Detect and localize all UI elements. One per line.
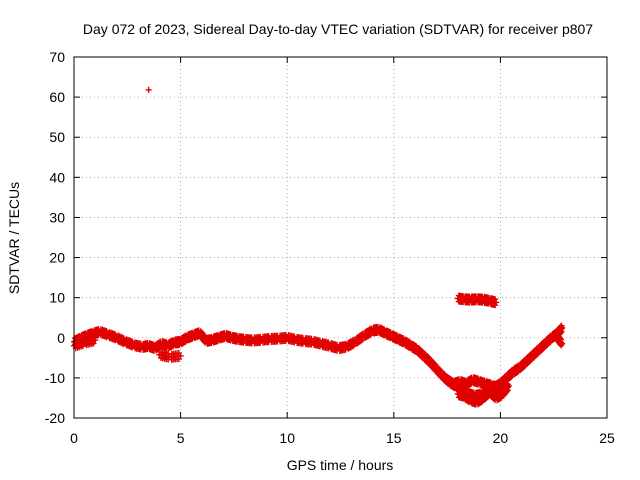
data-point xyxy=(501,382,508,389)
x-tick-label: 5 xyxy=(177,430,185,446)
y-axis-label: SDTVAR / TECUs xyxy=(6,182,22,294)
data-point xyxy=(177,352,184,359)
x-tick-label: 0 xyxy=(70,430,78,446)
data-point xyxy=(492,302,499,309)
data-point xyxy=(129,338,136,345)
series-elevated-segment xyxy=(454,292,500,309)
data-point xyxy=(79,343,86,350)
x-tick-label: 25 xyxy=(599,430,615,446)
data-point xyxy=(493,299,500,306)
y-tick-label: 60 xyxy=(49,89,65,105)
data-point xyxy=(342,346,349,353)
y-tick-label: 70 xyxy=(49,49,65,65)
series-outlier xyxy=(145,86,152,93)
data-point xyxy=(558,336,565,343)
data-point xyxy=(418,347,425,354)
data-point xyxy=(546,339,553,346)
x-axis-label: GPS time / hours xyxy=(287,457,394,473)
data-point xyxy=(492,296,499,303)
data-point xyxy=(540,345,547,352)
data-point xyxy=(325,339,332,346)
data-point xyxy=(431,360,438,367)
data-point xyxy=(559,324,566,331)
data-point xyxy=(175,356,182,363)
data-point xyxy=(120,335,127,342)
y-tick-label: -20 xyxy=(45,410,65,426)
data-point xyxy=(504,387,511,394)
y-tick-label: 50 xyxy=(49,129,65,145)
data-point xyxy=(533,351,540,358)
grid-lines xyxy=(74,57,607,418)
data-point xyxy=(520,363,527,370)
data-point xyxy=(92,337,99,344)
y-tick-label: 10 xyxy=(49,290,65,306)
series-upper-branch xyxy=(444,331,566,394)
data-point xyxy=(559,340,566,347)
data-point xyxy=(437,367,444,374)
data-point xyxy=(156,345,163,352)
y-tick-label: 40 xyxy=(49,169,65,185)
y-tick-label: 0 xyxy=(57,330,65,346)
axis-ticks: 0 5 10 15 20 25 -20 -10 0 10 20 30 40 50 60 70 xyxy=(45,49,615,446)
data-point xyxy=(90,340,97,347)
data-point xyxy=(424,353,431,360)
y-tick-label: 30 xyxy=(49,209,65,225)
data-point xyxy=(557,329,564,336)
y-tick-label: 20 xyxy=(49,250,65,266)
series-main-track xyxy=(71,322,566,402)
data-point xyxy=(145,86,152,93)
data-point xyxy=(558,328,565,335)
data-point xyxy=(103,328,110,335)
data-point xyxy=(500,386,507,393)
data-point xyxy=(112,331,119,338)
x-tick-label: 15 xyxy=(386,430,402,446)
data-point xyxy=(527,357,534,364)
data-point xyxy=(508,373,515,380)
data-points xyxy=(71,86,566,408)
x-tick-label: 10 xyxy=(279,430,295,446)
chart-title: Day 072 of 2023, Sidereal Day-to-day VTE… xyxy=(83,21,593,37)
plot-area-border xyxy=(73,56,608,419)
x-tick-label: 20 xyxy=(493,430,509,446)
y-tick-label: -10 xyxy=(45,370,65,386)
